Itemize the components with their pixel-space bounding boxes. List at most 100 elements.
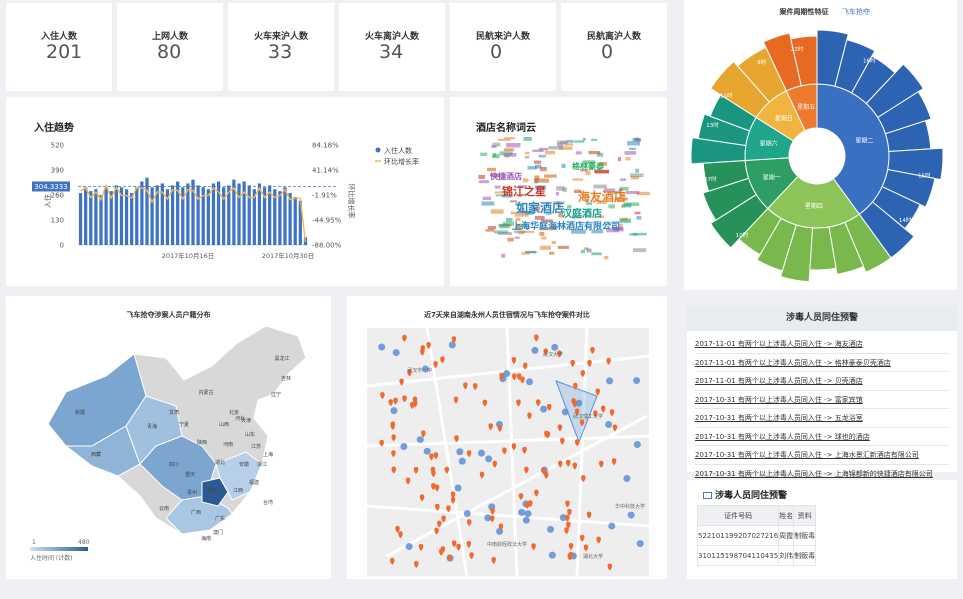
case-marker-icon[interactable] xyxy=(560,437,565,445)
legend-label[interactable]: 入住人数 xyxy=(384,146,412,155)
case-marker-icon[interactable] xyxy=(479,471,485,479)
case-marker-icon[interactable] xyxy=(524,466,529,474)
lodging-point[interactable] xyxy=(575,399,583,407)
bar[interactable] xyxy=(170,185,175,245)
case-marker-icon[interactable] xyxy=(399,378,404,386)
bar[interactable] xyxy=(196,185,200,245)
case-marker-icon[interactable] xyxy=(511,443,517,451)
lodging-point[interactable] xyxy=(448,341,456,349)
region-east[interactable] xyxy=(215,451,263,501)
case-marker-icon[interactable] xyxy=(466,519,472,527)
bar[interactable] xyxy=(227,185,231,245)
bar[interactable] xyxy=(165,189,170,245)
bar[interactable] xyxy=(222,187,226,245)
bar[interactable] xyxy=(84,187,88,245)
case-marker-icon[interactable] xyxy=(398,531,403,539)
case-marker-icon[interactable] xyxy=(488,423,493,431)
bar[interactable] xyxy=(186,183,190,245)
case-marker-icon[interactable] xyxy=(557,350,562,358)
lodging-point[interactable] xyxy=(605,421,613,429)
lodging-point[interactable] xyxy=(484,514,492,522)
case-marker-icon[interactable] xyxy=(463,382,468,390)
lodging-point[interactable] xyxy=(633,440,641,448)
alert-item[interactable]: 2017-10-31 有两个以上涉毒人员同入住 -> 五龙浴室 xyxy=(695,409,949,428)
case-marker-icon[interactable] xyxy=(453,396,459,404)
case-marker-icon[interactable] xyxy=(607,563,613,571)
bar[interactable] xyxy=(201,187,205,245)
case-marker-icon[interactable] xyxy=(388,399,393,407)
case-marker-icon[interactable] xyxy=(565,459,571,467)
bar[interactable] xyxy=(124,189,129,245)
case-marker-icon[interactable] xyxy=(572,462,578,470)
lodging-point[interactable] xyxy=(454,484,462,492)
case-marker-icon[interactable] xyxy=(466,450,472,458)
case-marker-icon[interactable] xyxy=(502,447,507,455)
case-marker-icon[interactable] xyxy=(444,466,450,474)
case-marker-icon[interactable] xyxy=(511,357,517,365)
lodging-point[interactable] xyxy=(559,514,567,522)
case-marker-icon[interactable] xyxy=(565,514,570,522)
alert-item[interactable]: 2017-11-01 有两个以上涉毒人员同入住 -> 格林豪泰贝壳酒店 xyxy=(695,354,949,372)
lodging-point[interactable] xyxy=(561,408,569,416)
bar[interactable] xyxy=(216,181,221,245)
case-marker-icon[interactable] xyxy=(583,544,589,552)
case-marker-icon[interactable] xyxy=(402,334,407,342)
case-marker-icon[interactable] xyxy=(520,376,525,384)
word[interactable]: 上海华庭海林酒店有限公司 xyxy=(512,220,620,232)
case-marker-icon[interactable] xyxy=(441,515,446,523)
bar[interactable] xyxy=(104,187,108,245)
case-marker-icon[interactable] xyxy=(567,508,572,516)
case-marker-icon[interactable] xyxy=(565,500,570,508)
lodging-point[interactable] xyxy=(390,407,398,415)
bar[interactable] xyxy=(257,183,262,245)
case-marker-icon[interactable] xyxy=(612,424,618,432)
bar[interactable] xyxy=(150,187,154,245)
lodging-point[interactable] xyxy=(405,542,413,550)
case-marker-icon[interactable] xyxy=(544,430,549,438)
case-marker-icon[interactable] xyxy=(418,543,424,551)
lodging-point[interactable] xyxy=(456,448,464,456)
alert-item[interactable]: 2017-11-01 有两个以上涉毒人员同入住 -> 贝壳酒店 xyxy=(695,372,949,391)
case-marker-icon[interactable] xyxy=(391,450,396,458)
case-marker-icon[interactable] xyxy=(527,412,532,420)
case-marker-icon[interactable] xyxy=(586,511,592,519)
lodging-point[interactable] xyxy=(458,457,466,465)
lodging-point[interactable] xyxy=(392,349,400,357)
case-marker-icon[interactable] xyxy=(497,424,503,432)
case-marker-icon[interactable] xyxy=(380,392,385,400)
case-marker-icon[interactable] xyxy=(391,466,397,474)
case-marker-icon[interactable] xyxy=(412,396,418,404)
bar[interactable] xyxy=(114,185,118,245)
bar[interactable] xyxy=(278,191,282,245)
bar[interactable] xyxy=(89,191,93,245)
bar[interactable] xyxy=(293,196,297,245)
lodging-point[interactable] xyxy=(518,508,526,516)
case-marker-icon[interactable] xyxy=(579,534,585,542)
case-marker-icon[interactable] xyxy=(407,369,412,377)
table-header-cell[interactable]: 姓名 xyxy=(778,505,795,526)
case-marker-icon[interactable] xyxy=(534,334,539,342)
bar[interactable] xyxy=(119,187,124,245)
case-marker-icon[interactable] xyxy=(434,527,439,535)
case-marker-icon[interactable] xyxy=(525,501,530,509)
case-marker-icon[interactable] xyxy=(491,556,496,564)
case-marker-icon[interactable] xyxy=(572,400,577,408)
region-hunan[interactable] xyxy=(201,477,229,507)
lodging-point[interactable] xyxy=(606,377,614,385)
word[interactable]: 汉庭酒店 xyxy=(562,207,602,220)
lodging-point[interactable] xyxy=(623,475,631,483)
case-marker-icon[interactable] xyxy=(431,483,436,491)
case-marker-icon[interactable] xyxy=(379,439,384,447)
bar[interactable] xyxy=(262,187,267,245)
case-marker-icon[interactable] xyxy=(490,507,495,515)
bar[interactable] xyxy=(140,181,144,245)
case-marker-icon[interactable] xyxy=(609,409,615,417)
bar[interactable] xyxy=(288,193,292,245)
case-marker-icon[interactable] xyxy=(469,552,474,560)
bar[interactable] xyxy=(242,181,246,245)
lodging-point[interactable] xyxy=(548,551,556,559)
case-marker-icon[interactable] xyxy=(498,523,504,531)
lodging-point[interactable] xyxy=(421,365,429,373)
